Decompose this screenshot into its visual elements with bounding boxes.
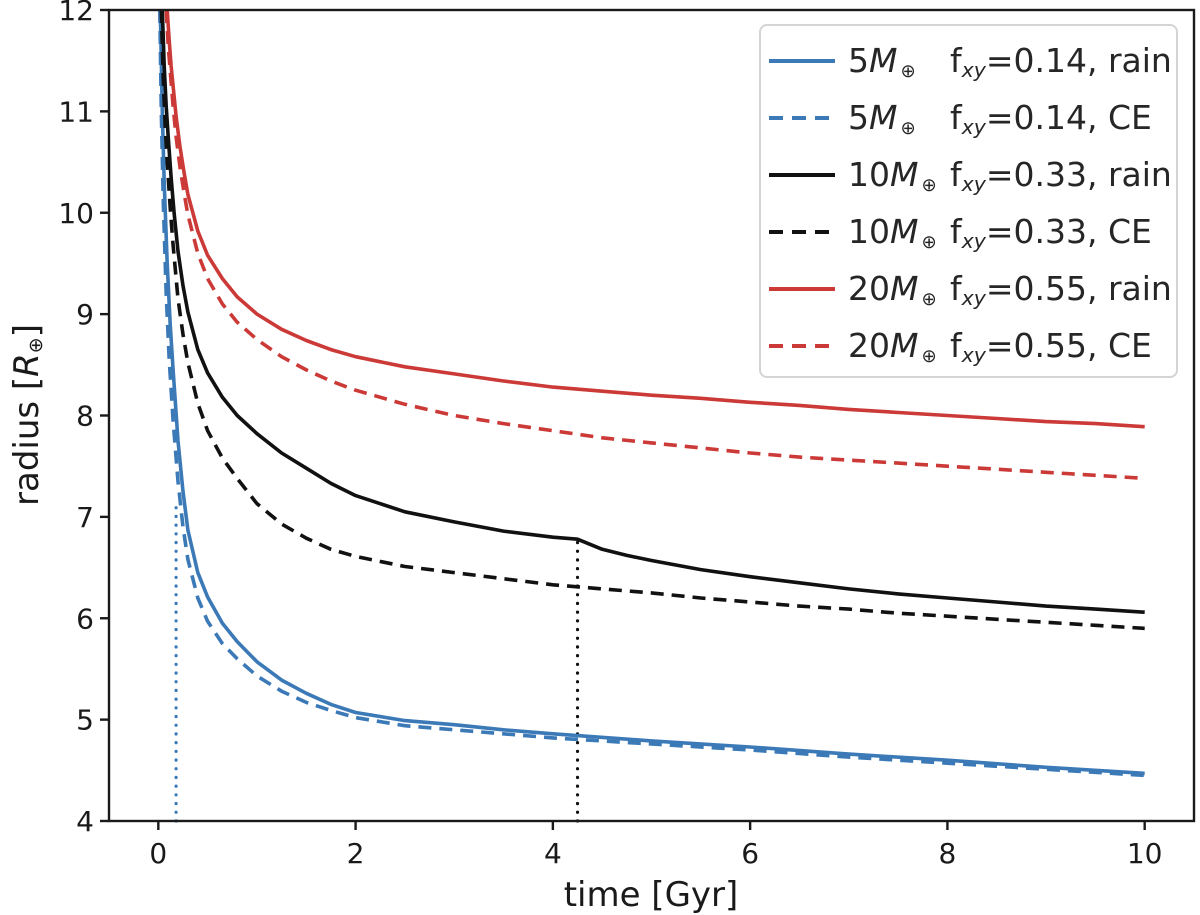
earth-symbol: ⊕: [921, 345, 937, 367]
earth-symbol: ⊕: [921, 231, 937, 253]
mode-label: , rain: [1086, 41, 1172, 80]
series-curve-3: [159, 9, 1145, 631]
legend-label: 20M ⊕ fxy=0.55, rain: [848, 269, 1172, 308]
series-curve-4: [165, 9, 1145, 429]
legend-entry: 10M ⊕ fxy=0.33, CE: [769, 203, 1176, 260]
legend-entry: 20M ⊕ fxy=0.55, CE: [769, 317, 1176, 374]
legend-label: 10M ⊕ fxy=0.33, rain: [848, 155, 1172, 194]
legend-label: 20M ⊕ fxy=0.55, CE: [848, 326, 1152, 365]
legend-line-sample: [769, 58, 835, 63]
mode-label: , CE: [1086, 212, 1152, 251]
mass-unit-symbol: M: [890, 155, 919, 194]
earth-symbol: ⊕: [921, 288, 937, 310]
series-curve-2: [160, 9, 1145, 614]
y-tick-label: 4: [76, 805, 94, 838]
f-value: =0.55: [985, 326, 1087, 365]
legend-line-sample: [769, 115, 835, 120]
y-tick-label: 8: [76, 400, 94, 433]
legend-entry: 10M ⊕ fxy=0.33, rain: [769, 146, 1176, 203]
mass-unit-symbol: M: [869, 98, 898, 137]
legend-mass: 5: [848, 41, 869, 80]
x-tick-label: 4: [544, 837, 562, 870]
y-tick-label: 7: [76, 501, 94, 534]
series-curve-0: [158, 9, 1145, 776]
y-axis-label: radius [R⊕]: [7, 324, 47, 506]
legend-entry: 20M ⊕ fxy=0.55, rain: [769, 260, 1176, 317]
mode-label: , CE: [1086, 98, 1152, 137]
legend-label: 10M ⊕ fxy=0.33, CE: [848, 212, 1152, 251]
f-value: =0.14: [985, 41, 1087, 80]
f-value: =0.14: [985, 98, 1087, 137]
f-value: =0.33: [985, 212, 1087, 251]
f-symbol: f: [950, 155, 962, 194]
x-tick-label: 8: [938, 837, 956, 870]
f-value: =0.33: [985, 155, 1087, 194]
f-subscript: xy: [961, 172, 986, 197]
series-curve-5: [164, 9, 1145, 481]
x-tick-label: 6: [741, 837, 759, 870]
f-subscript: xy: [961, 286, 986, 311]
earth-symbol: ⊕: [900, 60, 916, 82]
y-tick-label: 10: [58, 197, 94, 230]
legend-line-sample: [769, 343, 835, 348]
legend-mass: 5: [848, 98, 869, 137]
f-symbol: f: [950, 98, 962, 137]
y-tick-label: 9: [76, 298, 94, 331]
legend-line-sample: [769, 286, 835, 291]
x-tick-label: 2: [347, 837, 365, 870]
earth-symbol: ⊕: [921, 174, 937, 196]
legend-mass: 10: [848, 155, 890, 194]
mode-label: , rain: [1086, 269, 1172, 308]
f-symbol: f: [950, 269, 962, 308]
earth-symbol: ⊕: [900, 117, 916, 139]
mass-unit-symbol: M: [890, 212, 919, 251]
legend-line-sample: [769, 172, 835, 177]
mode-label: , CE: [1086, 326, 1152, 365]
x-tick-label: 0: [149, 837, 167, 870]
y-tick-label: 6: [76, 602, 94, 635]
legend-mass: 20: [848, 269, 890, 308]
f-subscript: xy: [961, 343, 986, 368]
x-axis-label: time [Gyr]: [564, 875, 739, 915]
legend-entry: 5M ⊕ fxy=0.14, CE: [769, 89, 1176, 146]
mode-label: , rain: [1086, 155, 1172, 194]
legend: 5M ⊕ fxy=0.14, rain 5M ⊕ fxy=0.14, CE 10M ⊕ fx…: [759, 24, 1178, 378]
mass-unit-symbol: M: [869, 41, 898, 80]
y-tick-label: 5: [76, 704, 94, 737]
f-symbol: f: [950, 212, 962, 251]
y-tick-label: 12: [58, 0, 94, 27]
y-tick-label: 11: [58, 95, 94, 128]
f-subscript: xy: [961, 229, 986, 254]
legend-label: 5M ⊕ fxy=0.14, rain: [848, 41, 1172, 80]
mass-unit-symbol: M: [890, 269, 919, 308]
legend-label: 5M ⊕ fxy=0.14, CE: [848, 98, 1152, 137]
f-symbol: f: [950, 41, 962, 80]
legend-mass: 10: [848, 212, 890, 251]
f-symbol: f: [950, 326, 962, 365]
mass-unit-symbol: M: [890, 326, 919, 365]
legend-line-sample: [769, 229, 835, 234]
series-curve-1: [158, 9, 1145, 778]
f-value: =0.55: [985, 269, 1087, 308]
legend-mass: 20: [848, 326, 890, 365]
f-subscript: xy: [961, 58, 986, 83]
x-tick-label: 10: [1127, 837, 1163, 870]
f-subscript: xy: [961, 115, 986, 140]
legend-entry: 5M ⊕ fxy=0.14, rain: [769, 32, 1176, 89]
